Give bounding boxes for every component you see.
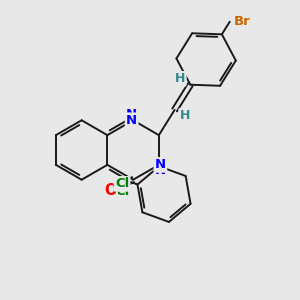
Text: Br: Br <box>233 15 250 28</box>
Text: H: H <box>179 110 189 122</box>
Text: H: H <box>180 110 190 122</box>
Text: H: H <box>175 72 185 85</box>
Text: Cl: Cl <box>115 185 129 198</box>
Text: O: O <box>104 183 116 198</box>
Text: N: N <box>126 108 137 122</box>
Text: Br: Br <box>232 14 249 27</box>
Text: N: N <box>155 164 166 177</box>
Text: O: O <box>104 183 116 198</box>
Text: N: N <box>155 158 166 171</box>
Text: H: H <box>176 72 185 85</box>
Text: Cl: Cl <box>115 177 129 190</box>
Text: N: N <box>126 114 137 127</box>
